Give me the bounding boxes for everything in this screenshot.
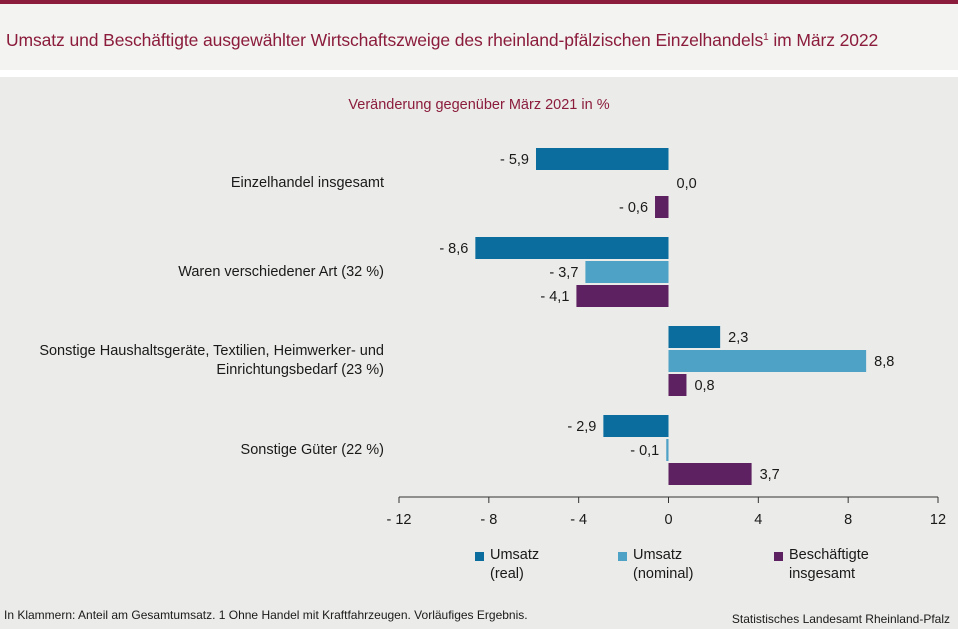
x-tick-label: - 8 [480,512,497,528]
top-accent-bar [0,0,958,4]
legend-item: Umsatz (nominal) [618,546,693,584]
data-label: 8,8 [874,354,894,370]
legend-label: Umsatz (real) [490,546,539,584]
bar [475,237,669,259]
legend-label-line: Umsatz [490,547,540,563]
category-label-line: Einzelhandel insgesamt [230,174,384,191]
category-label-line: Sonstige Güter (22 %) [240,441,384,458]
legend-item: Beschäftigte insgesamt [774,546,869,584]
page-title: Umsatz und Beschäftigte ausgewählter Wir… [6,30,878,51]
legend-label: Umsatz (nominal) [633,546,693,584]
x-tick-label: 0 [664,512,672,528]
legend-swatch [475,552,484,561]
category-label-line: Waren verschiedener Art (32 %) [178,263,384,280]
x-tick-label: 12 [930,512,946,528]
title-footnote-mark: 1 [763,32,769,43]
data-label: - 2,9 [567,419,596,435]
data-label: - 8,6 [439,241,468,257]
data-label: 0,8 [694,378,714,394]
legend-label-line: Beschäftigte [789,547,869,563]
title-text: Umsatz und Beschäftigte ausgewählter Wir… [6,30,764,50]
data-label: - 4,1 [540,289,569,305]
category-label: Sonstige Haushaltsgeräte, Textilien, Hei… [39,342,384,380]
legend-swatch [774,552,783,561]
legend-label-line: (real) [490,566,524,582]
chart-subtitle: Veränderung gegenüber März 2021 in % [348,97,610,113]
category-label: Sonstige Güter (22 %) [241,441,384,460]
bar [668,350,867,372]
x-tick-label: 8 [844,512,852,528]
footnote: In Klammern: Anteil am Gesamtumsatz. 1 O… [4,608,528,622]
category-label-line: Einrichtungsbedarf (23 %) [216,362,384,378]
bar [668,463,752,485]
bar [585,261,669,283]
data-label: 2,3 [728,330,748,346]
legend-label-line: insgesamt [789,566,856,582]
data-label: 0,0 [677,176,697,192]
data-label: - 0,6 [619,200,648,216]
bar [668,374,687,396]
legend-label-line: (nominal) [633,566,694,582]
source-note: Statistisches Landesamt Rheinland-Pfalz [731,612,950,626]
bar [666,439,669,461]
bar [603,415,669,437]
legend-label-line: Umsatz [633,547,683,563]
bar [576,285,669,307]
bar [668,326,721,348]
legend-label: Beschäftigte insgesamt [789,546,869,584]
x-tick-label: - 4 [570,512,587,528]
legend-swatch [618,552,627,561]
data-label: 3,7 [760,467,780,483]
data-label: - 3,7 [549,265,578,281]
bar [535,148,669,170]
title-suffix: im März 2022 [768,30,879,50]
x-tick-label: 4 [754,512,762,528]
bar [655,196,669,218]
category-label: Einzelhandel insgesamt [231,174,384,193]
data-label: - 5,9 [500,152,529,168]
header: Umsatz und Beschäftigte ausgewählter Wir… [0,4,958,70]
category-label: Waren verschiedener Art (32 %) [178,263,384,282]
data-label: - 0,1 [630,443,659,459]
legend-item: Umsatz (real) [475,546,539,584]
x-tick-label: - 12 [387,512,412,528]
header-separator [0,70,958,77]
category-label-line: Sonstige Haushaltsgeräte, Textilien, Hei… [39,343,384,359]
